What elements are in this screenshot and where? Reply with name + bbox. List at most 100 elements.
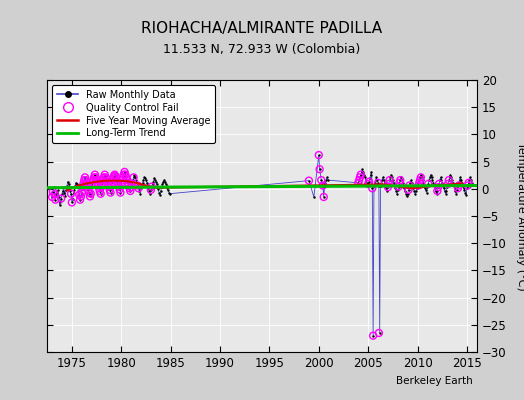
Point: [143, 180, 151, 186]
Point: [115, 186, 124, 192]
Point: [370, 182, 378, 189]
Point: [100, 174, 108, 180]
Point: [86, 193, 94, 200]
Point: [127, 184, 135, 190]
Point: [152, 181, 161, 187]
Point: [320, 182, 329, 189]
Point: [102, 174, 110, 180]
Point: [425, 177, 433, 183]
Point: [362, 177, 370, 183]
Point: [435, 181, 443, 187]
Point: [117, 180, 125, 186]
Point: [416, 177, 424, 183]
Point: [154, 184, 162, 190]
Point: [92, 177, 101, 183]
Point: [385, 177, 394, 183]
Point: [356, 174, 364, 180]
Point: [418, 177, 427, 183]
Point: [66, 188, 74, 194]
Point: [460, 185, 468, 192]
Point: [88, 182, 96, 189]
Point: [147, 187, 155, 193]
Point: [141, 175, 149, 182]
Point: [102, 175, 111, 182]
Point: [366, 172, 375, 178]
Point: [72, 180, 80, 186]
Point: [444, 181, 452, 187]
Point: [82, 180, 91, 186]
Point: [73, 181, 81, 187]
Point: [57, 195, 66, 202]
Text: RIOHACHA/ALMIRANTE PADILLA: RIOHACHA/ALMIRANTE PADILLA: [141, 20, 383, 36]
Point: [119, 172, 128, 178]
Point: [144, 185, 152, 192]
Point: [79, 184, 87, 190]
Point: [116, 190, 125, 196]
Point: [461, 190, 470, 196]
Point: [78, 190, 86, 196]
Point: [457, 177, 465, 183]
Point: [103, 178, 112, 185]
Point: [365, 178, 373, 185]
Point: [133, 180, 141, 186]
Point: [106, 190, 115, 196]
Point: [56, 199, 64, 206]
Point: [394, 187, 402, 193]
Point: [418, 174, 426, 180]
Point: [113, 178, 122, 185]
Point: [435, 181, 443, 187]
Point: [76, 196, 84, 203]
Point: [415, 180, 423, 186]
Point: [62, 187, 70, 193]
Point: [115, 184, 123, 190]
Point: [76, 196, 84, 203]
Point: [356, 174, 364, 180]
Point: [434, 184, 442, 190]
Point: [77, 193, 85, 200]
Point: [454, 182, 463, 189]
Point: [60, 190, 69, 196]
Point: [80, 177, 89, 183]
Point: [401, 188, 409, 194]
Point: [314, 152, 323, 158]
Point: [408, 180, 416, 186]
Point: [365, 178, 373, 185]
Point: [428, 174, 436, 180]
Point: [54, 194, 63, 200]
Point: [417, 174, 425, 180]
Point: [358, 166, 367, 172]
Point: [63, 182, 71, 189]
Point: [375, 182, 383, 189]
Point: [396, 177, 405, 183]
Point: [127, 184, 135, 190]
Point: [397, 174, 405, 180]
Point: [440, 185, 448, 192]
Point: [387, 172, 396, 178]
Point: [57, 195, 66, 202]
Point: [368, 185, 377, 192]
Point: [378, 177, 386, 183]
Point: [445, 177, 453, 183]
Point: [323, 174, 331, 180]
Point: [376, 330, 384, 336]
Point: [107, 182, 116, 189]
Point: [92, 177, 101, 183]
Point: [145, 188, 154, 194]
Point: [324, 177, 332, 183]
Point: [140, 174, 148, 180]
Point: [147, 184, 156, 190]
Point: [388, 174, 396, 180]
Point: [405, 187, 413, 193]
Point: [81, 174, 89, 180]
Point: [161, 178, 169, 185]
Point: [162, 182, 171, 189]
Point: [381, 182, 390, 189]
Point: [108, 178, 116, 185]
Point: [119, 172, 128, 178]
Point: [422, 187, 430, 193]
Point: [111, 173, 119, 180]
Point: [111, 173, 119, 180]
Point: [392, 188, 400, 194]
Point: [385, 181, 393, 187]
Point: [400, 185, 409, 192]
